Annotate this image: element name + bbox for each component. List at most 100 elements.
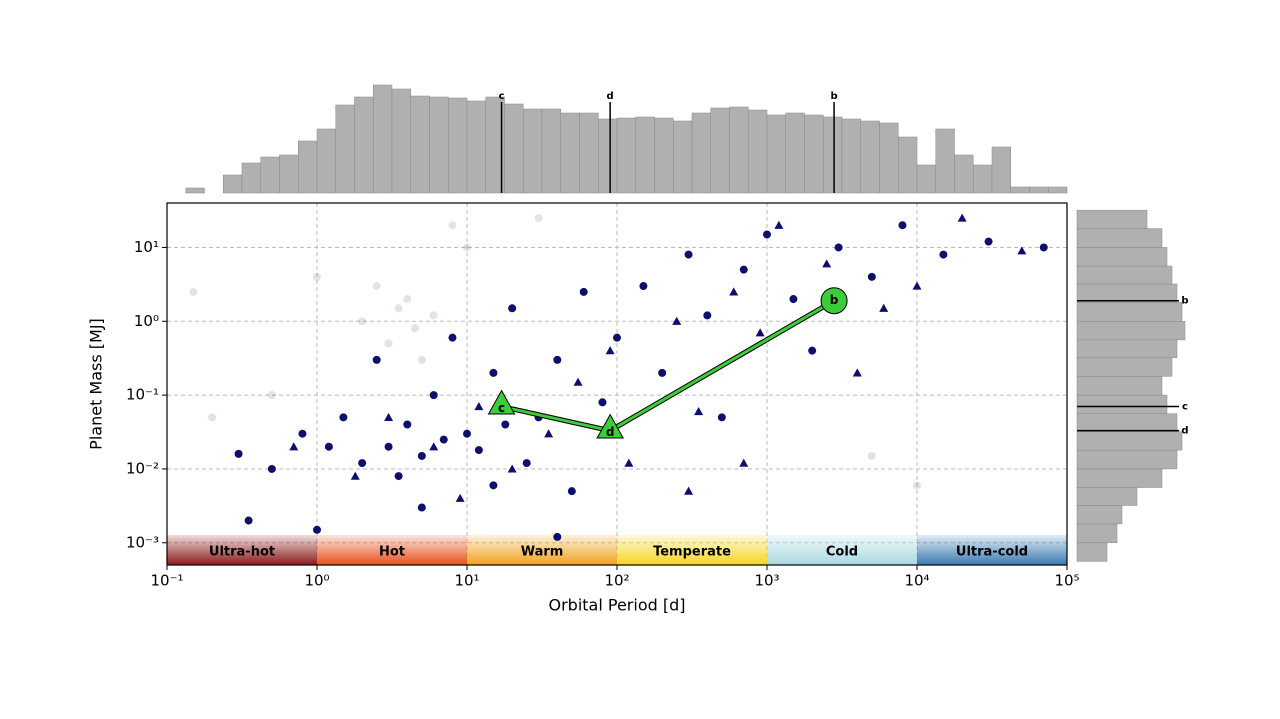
hist-bar <box>541 108 562 194</box>
hist-bar <box>1076 542 1108 562</box>
hist-bar <box>598 118 618 194</box>
circle-point <box>324 442 333 451</box>
hist-bar <box>916 164 937 194</box>
hist-bar <box>504 103 524 194</box>
hist-marker-label: b <box>1181 296 1188 307</box>
hist-bar <box>1076 449 1178 470</box>
circle-point <box>501 420 510 429</box>
hist-bar <box>391 88 412 194</box>
circle-point <box>867 272 876 281</box>
hist-bar <box>298 140 318 194</box>
x-tick-label: 10² <box>604 572 629 590</box>
circle-point <box>394 472 403 481</box>
triangle-point <box>739 458 749 467</box>
circle-point <box>358 459 367 468</box>
planet-marker <box>596 413 624 439</box>
circle-point <box>808 346 817 355</box>
zone-band <box>767 535 917 565</box>
x-tick-label: 10³ <box>754 572 779 590</box>
system-line <box>501 298 836 434</box>
triangle-point <box>852 368 862 377</box>
x-tick-label: 10⁴ <box>904 572 929 590</box>
circle-point <box>613 333 621 342</box>
hist-bar <box>1076 247 1168 267</box>
hist-bar <box>748 109 768 194</box>
circle-point <box>553 355 562 364</box>
zone-label: Cold <box>826 545 858 560</box>
circle-point <box>553 532 562 541</box>
triangle-point <box>755 328 765 337</box>
hist-bar <box>654 117 674 194</box>
hist-bar <box>672 120 693 194</box>
x-tick-label: 10⁻¹ <box>150 572 183 590</box>
triangle-point <box>544 429 554 438</box>
hist-bar <box>991 146 1012 194</box>
hist-bar <box>1076 339 1178 359</box>
circle-point <box>429 311 438 320</box>
triangle-point <box>912 281 922 290</box>
circle-point <box>463 429 471 438</box>
hist-bar <box>1076 505 1123 525</box>
circle-point <box>598 398 607 407</box>
hist-bar <box>448 97 468 194</box>
y-tick-label: 10¹ <box>134 238 159 256</box>
triangle-point <box>694 406 704 416</box>
circle-point <box>384 339 393 348</box>
hist-marker-label: d <box>607 91 614 102</box>
circle-point <box>244 516 253 525</box>
circle-point <box>789 295 798 304</box>
circle-point <box>834 243 843 252</box>
zone-label: Ultra-cold <box>956 545 1028 560</box>
circle-point <box>298 429 307 438</box>
hist-marker-label: b <box>830 91 837 102</box>
circle-point <box>474 446 483 455</box>
circle-point <box>234 449 243 458</box>
hist-bar <box>879 122 899 194</box>
circle-point <box>939 250 948 259</box>
circle-point <box>739 265 748 274</box>
hist-bar <box>354 96 374 194</box>
circle-point <box>417 355 426 364</box>
zone-band <box>317 535 467 565</box>
triangle-point <box>774 220 784 229</box>
hist-bar <box>372 84 393 194</box>
circle-point <box>639 282 648 291</box>
triangle-point <box>507 464 517 473</box>
circle-point <box>372 355 381 364</box>
circle-point <box>429 391 438 400</box>
hist-bar <box>260 156 280 194</box>
hist-bar <box>579 112 599 194</box>
hist-bar <box>898 136 918 194</box>
circle-point <box>267 391 276 400</box>
hist-bar <box>522 108 543 194</box>
hist-bar <box>1076 265 1173 285</box>
planet-label: c <box>498 401 505 415</box>
hist-bar <box>316 128 337 194</box>
hist-bar <box>466 100 487 194</box>
hist-bar <box>972 164 993 194</box>
zone-band <box>617 535 767 565</box>
circle-point <box>567 487 576 496</box>
hist-bar <box>335 104 355 194</box>
system-line <box>501 299 835 433</box>
y-tick-label: 10⁰ <box>134 312 159 330</box>
circle-point <box>522 459 531 468</box>
circle-point <box>448 333 457 342</box>
circle-point <box>417 503 426 512</box>
circle-point <box>208 413 217 422</box>
circle-point <box>489 481 498 490</box>
hist-bar <box>1076 321 1186 341</box>
circle-point <box>489 368 498 377</box>
circle-point <box>658 368 667 377</box>
zone-label: Hot <box>379 545 405 560</box>
circle-point <box>579 287 588 296</box>
hist-bar <box>766 114 787 194</box>
circle-point <box>463 243 471 252</box>
hist-bar <box>822 116 843 194</box>
planet-label: d <box>606 425 615 439</box>
hist-bar <box>1076 357 1173 377</box>
circle-point <box>703 311 712 320</box>
hist-bar <box>1048 186 1068 194</box>
triangle-point <box>957 213 967 222</box>
